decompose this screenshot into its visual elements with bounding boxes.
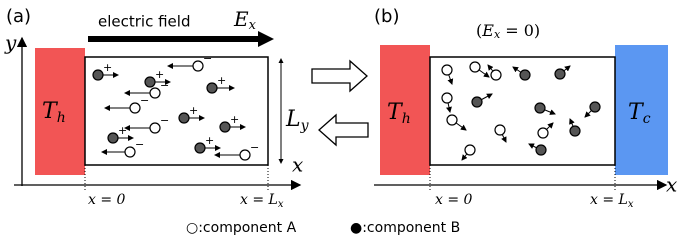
charge-sign: − (160, 79, 169, 92)
x-right: x = Lx (240, 192, 284, 210)
x-axis-label: x (666, 173, 677, 197)
charge-sign: + (217, 74, 226, 87)
charge-sign: − (160, 114, 169, 127)
charge-sign: + (205, 134, 214, 147)
particle-a (240, 150, 250, 160)
charge-sign: + (230, 113, 239, 126)
panel-label: (a) (6, 6, 31, 27)
particle-a (193, 61, 203, 71)
particle-a (447, 115, 457, 125)
particle-b (570, 126, 580, 136)
system-box (85, 57, 268, 165)
x-left: x = 0 (435, 192, 473, 208)
particle-b (536, 145, 546, 155)
particle-a (442, 65, 452, 75)
legend-a: ○:component A (186, 220, 297, 236)
figure: (a) electric field Ex y x Th Ly x = 0 x … (0, 0, 682, 240)
particle-b (179, 113, 189, 123)
field-symbol: Ex (233, 7, 257, 33)
charge-sign: − (203, 52, 212, 65)
forward-arrow (312, 61, 367, 91)
charge-sign: − (250, 141, 259, 154)
particle-b (535, 103, 545, 113)
particle-b (220, 122, 230, 132)
charge-sign: − (135, 138, 144, 151)
backward-arrow (319, 115, 368, 145)
particle-b (108, 133, 118, 143)
charge-sign: + (103, 61, 112, 74)
field-text: electric field (98, 13, 190, 31)
particle-a (538, 128, 548, 138)
field-arrow-head (258, 31, 274, 47)
condition: (Ex = 0) (476, 21, 540, 42)
particle-a (495, 125, 505, 135)
legend-b: ●:component B (350, 220, 460, 236)
x-axis-label: x (292, 153, 303, 177)
particle-b (195, 143, 205, 153)
x-right: x = Lx (590, 192, 634, 210)
particle-a (442, 93, 452, 103)
particle-a (491, 70, 501, 80)
x-left: x = 0 (88, 192, 126, 208)
particle-b (555, 69, 565, 79)
particle-b (207, 83, 217, 93)
particle-b (590, 102, 600, 112)
y-axis-label: y (4, 31, 17, 55)
particle-b (472, 97, 482, 107)
particle-a (130, 103, 140, 113)
particle-a (470, 62, 480, 72)
particle-a (465, 145, 475, 155)
particle-a (150, 123, 160, 133)
particle-b (145, 77, 155, 87)
particle-b (520, 70, 530, 80)
charge-sign: − (140, 94, 149, 107)
particle-a (125, 147, 135, 157)
charge-sign: + (189, 104, 198, 117)
particle-a (150, 88, 160, 98)
panel-label: (b) (374, 6, 399, 27)
particle-b (93, 70, 103, 80)
height-label: Ly (285, 107, 310, 134)
charge-sign: + (118, 124, 127, 137)
